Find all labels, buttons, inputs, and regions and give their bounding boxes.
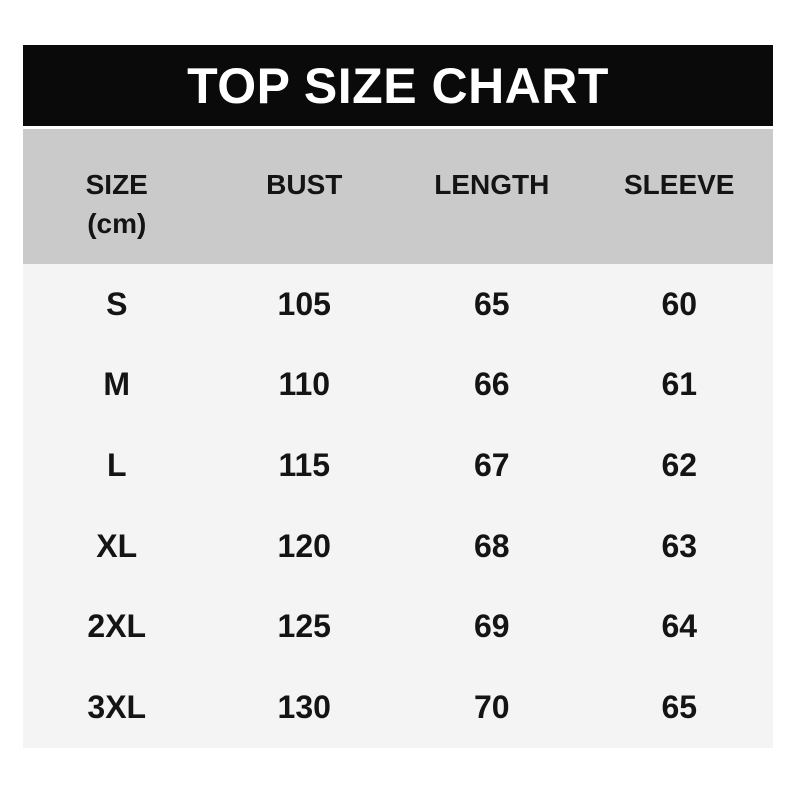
bust-cell: 115 [278, 447, 331, 484]
size-cell: 2XL [87, 608, 147, 645]
sleeve-cell: 61 [661, 366, 698, 403]
sleeve-cell: 65 [661, 689, 698, 726]
column-header-length: LENGTH [398, 129, 586, 264]
length-cell: 69 [473, 608, 510, 645]
bust-cell: 105 [277, 285, 331, 322]
size-cell: M [103, 366, 131, 403]
length-cell: 65 [473, 285, 510, 322]
length-cell: 67 [473, 447, 510, 484]
table-row-s: S 105 65 60 [23, 264, 773, 345]
length-cell: 66 [473, 366, 510, 403]
sleeve-cell: 63 [661, 527, 698, 564]
table-body: S 105 65 60 M 110 66 61 L 115 67 62 XL 1… [23, 264, 773, 748]
table-row-2xl: 2XL 125 69 64 [23, 587, 773, 668]
column-header-sleeve-label: SLEEVE [624, 169, 735, 200]
size-cell: L [106, 447, 127, 484]
size-cell: 3XL [87, 689, 147, 726]
sleeve-cell: 60 [661, 285, 698, 322]
length-cell: 68 [473, 527, 510, 564]
column-header-bust: BUST [211, 129, 399, 264]
table-row-3xl: 3XL 130 70 65 [23, 667, 773, 748]
column-header-sleeve: SLEEVE [586, 129, 774, 264]
bust-cell: 110 [278, 366, 331, 403]
column-header-size: SIZE (cm) [23, 129, 211, 264]
table-row-l: L 115 67 62 [23, 425, 773, 506]
bust-cell: 130 [277, 689, 331, 726]
column-header-size-label: SIZE [85, 169, 148, 200]
chart-title-bar: TOP SIZE CHART [23, 45, 773, 126]
size-cell: XL [96, 527, 138, 564]
length-cell: 70 [473, 689, 510, 726]
column-header-bust-label: BUST [266, 169, 343, 200]
bust-cell: 120 [277, 527, 331, 564]
column-header-length-label: LENGTH [434, 169, 550, 200]
table-row-m: M 110 66 61 [23, 345, 773, 426]
chart-title: TOP SIZE CHART [187, 57, 609, 114]
table-header-row: SIZE (cm) BUST LENGTH SLEEVE [23, 129, 773, 264]
sleeve-cell: 64 [661, 608, 698, 645]
unit-label: (cm) [87, 208, 147, 239]
table-row-xl: XL 120 68 63 [23, 506, 773, 587]
sleeve-cell: 62 [661, 447, 698, 484]
bust-cell: 125 [277, 608, 331, 645]
size-cell: S [106, 285, 128, 322]
size-chart: TOP SIZE CHART SIZE (cm) BUST LENGTH SLE… [23, 45, 773, 748]
